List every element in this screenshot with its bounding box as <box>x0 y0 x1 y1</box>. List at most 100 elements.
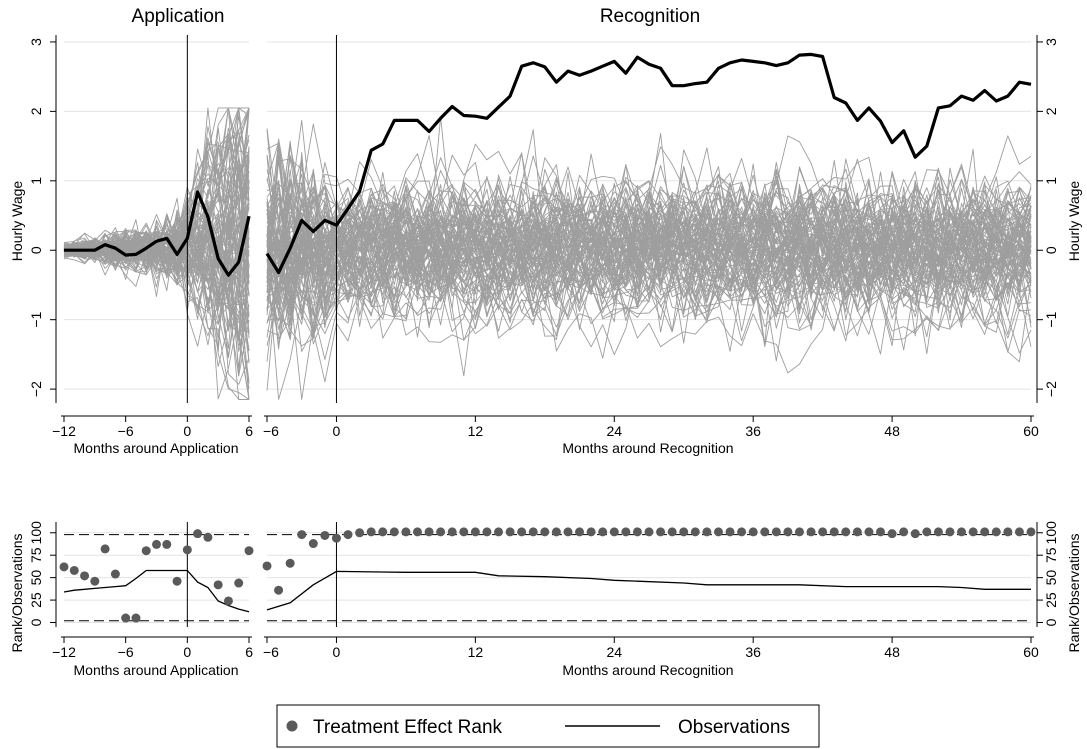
ylabel-right-bottom: Rank/Observations <box>1066 533 1082 652</box>
rank-dot <box>59 562 69 572</box>
rank-dot <box>899 527 909 537</box>
rank-dot <box>864 527 874 537</box>
rank-dot <box>213 580 223 590</box>
rank-dot <box>575 527 585 537</box>
y-tick-label: 25 <box>1043 592 1059 608</box>
rank-dot <box>162 539 172 549</box>
rank-dot <box>991 527 1001 537</box>
x-tick-label: 12 <box>468 423 484 439</box>
x-tick-label: 0 <box>183 644 191 660</box>
rank-dot <box>274 585 284 595</box>
rank-dot <box>366 527 376 537</box>
rank-dot <box>308 539 318 549</box>
rank-dot <box>563 527 573 537</box>
placebo-line <box>266 235 1032 362</box>
rank-dot <box>470 527 480 537</box>
rank-dot <box>794 527 804 537</box>
rank-dot <box>1003 527 1013 537</box>
rank-dot <box>1014 527 1024 537</box>
rank-dot <box>482 527 492 537</box>
rank-dot <box>100 544 110 554</box>
rank-dot <box>401 527 411 537</box>
rank-dot <box>818 527 828 537</box>
rank-dot <box>505 527 515 537</box>
rank-dot <box>121 613 131 623</box>
rank-dot <box>141 546 151 556</box>
placebo-line <box>266 229 1032 400</box>
placebo-line <box>266 186 1032 294</box>
rank-dot <box>244 546 254 556</box>
x-tick-label: 24 <box>606 644 622 660</box>
ylabel-right-top: Hourly Wage <box>1066 181 1082 262</box>
observations-line <box>266 570 1031 611</box>
rank-dot <box>621 527 631 537</box>
rank-dot <box>783 527 793 537</box>
rank-dot <box>551 527 561 537</box>
x-tick-label: 0 <box>333 644 341 660</box>
rank-dot <box>725 527 735 537</box>
y-tick-label: 25 <box>28 592 44 608</box>
rank-dot <box>841 527 851 537</box>
ylabel-left-top: Hourly Wage <box>9 181 25 262</box>
rank-dot <box>331 533 341 543</box>
legend-dot-marker <box>286 720 298 732</box>
placebo-line <box>266 217 1032 331</box>
legend-label-observations: Observations <box>678 717 790 738</box>
rank-dot <box>540 527 550 537</box>
x-tick-label: −6 <box>263 423 279 439</box>
rank-dot <box>110 569 120 579</box>
placebo-line <box>266 266 1032 383</box>
rank-dot <box>1026 527 1036 537</box>
x-tick-label: 0 <box>333 423 341 439</box>
xlabel-recognition-bottom: Months around Recognition <box>562 662 733 678</box>
placebo-line <box>266 183 1032 314</box>
rank-dot <box>459 527 469 537</box>
treatment-estimate-line <box>265 52 1032 275</box>
rank-dot <box>852 527 862 537</box>
rank-dot <box>436 527 446 537</box>
placebo-line <box>266 160 1032 338</box>
x-tick-label: 6 <box>245 644 253 660</box>
rank-dot <box>968 527 978 537</box>
x-tick-label: 36 <box>745 423 761 439</box>
rank-dot <box>667 527 677 537</box>
placebo-line <box>266 155 1032 337</box>
rank-dot <box>829 527 839 537</box>
rank-dot <box>172 576 182 586</box>
rank-dot <box>355 528 365 538</box>
x-tick-label: −6 <box>118 423 134 439</box>
rank-dot <box>320 530 330 540</box>
data-marks-layer <box>59 52 1036 623</box>
placebo-line <box>266 128 1032 266</box>
rank-dot <box>424 527 434 537</box>
placebo-lines-layer <box>63 107 1032 400</box>
legend-box <box>276 704 820 748</box>
observations-line <box>63 569 250 613</box>
placebo-line <box>63 167 250 297</box>
placebo-line <box>266 260 1032 347</box>
placebo-line <box>266 186 1032 296</box>
rank-dot <box>598 527 608 537</box>
rank-dot <box>203 532 213 542</box>
rank-dot <box>713 527 723 537</box>
x-tick-label: −12 <box>52 644 76 660</box>
rank-dot <box>517 527 527 537</box>
y-tick-label: 75 <box>28 547 44 563</box>
x-tick-label: 36 <box>745 644 761 660</box>
y-tick-label: 1 <box>1043 177 1059 185</box>
rank-dot <box>980 527 990 537</box>
xlabel-application-bottom: Months around Application <box>74 662 239 678</box>
placebo-line <box>63 203 250 353</box>
rank-dot <box>737 527 747 537</box>
x-tick-label: −6 <box>118 644 134 660</box>
y-tick-label: 1 <box>28 177 44 185</box>
xlabel-application-top: Months around Application <box>74 440 239 456</box>
rank-dot <box>632 527 642 537</box>
ylabel-left-bottom: Rank/Observations <box>9 533 25 652</box>
rank-dot <box>679 527 689 537</box>
rank-dot <box>528 527 538 537</box>
y-tick-label: 3 <box>28 38 44 46</box>
y-tick-label: 2 <box>28 107 44 115</box>
rank-dot <box>80 571 90 581</box>
